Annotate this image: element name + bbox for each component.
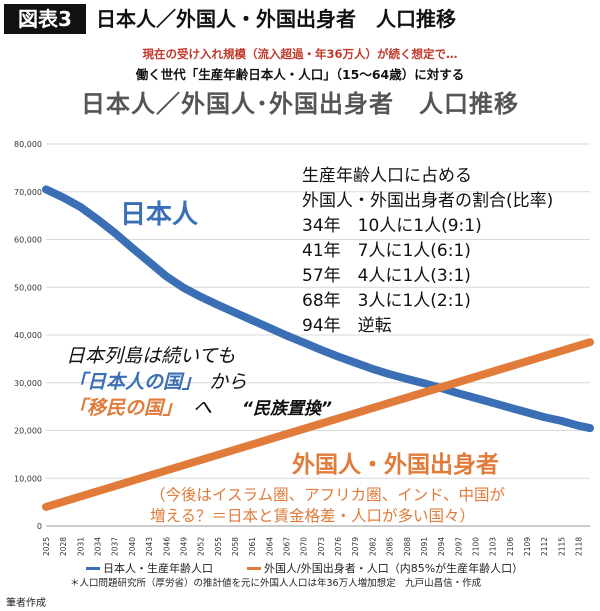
immigrant-nation-text: 「移民の国」 — [68, 397, 182, 419]
x-tick-label: 2040 — [128, 537, 137, 556]
legend-label-japanese: 日本人・生産年齢人口 — [103, 561, 213, 575]
x-tick-label: 2103 — [489, 537, 498, 556]
x-tick-label: 2046 — [162, 537, 171, 556]
ratio-box-line: 生産年齢人口に占める — [302, 166, 472, 186]
x-tick-label: 2034 — [94, 537, 103, 556]
x-tick-label: 2118 — [575, 537, 584, 556]
ratio-box-line: 68年 3人に1人(2:1) — [302, 291, 471, 311]
y-tick-label: 40,000 — [14, 331, 42, 340]
ratio-box-line: 34年 10人に1人(9:1) — [302, 216, 482, 236]
x-tick-label: 2061 — [248, 537, 257, 556]
legend-swatch-foreign — [247, 567, 261, 570]
y-tick-label: 50,000 — [14, 283, 42, 292]
x-tick-label: 2055 — [214, 537, 223, 556]
chart-title: 日本人／外国人･外国出身者 人口推移 — [81, 90, 519, 118]
archipelago-text: 日本列島は続いても — [66, 345, 235, 367]
subtitle-assumption: 現在の受け入れ規模（流入超過・年36万人）が続く想定で… — [142, 47, 458, 61]
x-tick-label: 2073 — [317, 537, 326, 556]
x-tick-label: 2082 — [368, 537, 377, 556]
foreign-series-label: 外国人・外国出身者 — [292, 451, 499, 478]
y-tick-label: 30,000 — [14, 379, 42, 388]
x-tick-label: 2058 — [231, 537, 240, 556]
subtitle-working-age: 働く世代「生産年齢日本人・人口」（15〜64歳）に対する — [135, 67, 465, 82]
x-tick-label: 2085 — [386, 537, 395, 556]
x-tick-label: 2115 — [557, 537, 566, 556]
y-tick-label: 10,000 — [14, 474, 42, 483]
x-tick-label: 2106 — [506, 537, 515, 556]
y-tick-label: 80,000 — [14, 140, 42, 149]
y-tick-label: 60,000 — [14, 236, 42, 245]
he-text: へ — [193, 397, 212, 419]
x-tick-label: 2088 — [403, 537, 412, 556]
foreign-note-line: （今後はイスラム圏、アフリカ圏、インド、中国が — [150, 486, 505, 504]
kara-text: から — [209, 371, 247, 393]
x-tick-label: 2052 — [197, 537, 206, 556]
x-axis-ticks: 2025 2028 2031 2034 2037 2040 2043 2046 2049 2052… — [42, 537, 584, 556]
legend-label-foreign: 外国人/外国出身者・人口（内85%が生産年齢人口） — [264, 561, 523, 575]
y-axis-ticks: 0 10,000 20,000 30,000 40,000 50,000 60,000 70,… — [14, 140, 42, 531]
replacement-text: “民族置換” — [242, 399, 332, 419]
x-tick-label: 2031 — [76, 537, 85, 556]
x-tick-label: 2076 — [334, 537, 343, 556]
header-bar: 図表3 日本人／外国人・外国出身者 人口推移 — [0, 0, 600, 38]
x-tick-label: 2109 — [523, 537, 532, 556]
header-title: 日本人／外国人・外国出身者 人口推移 — [96, 7, 456, 31]
x-tick-label: 2100 — [471, 537, 480, 556]
x-tick-label: 2049 — [179, 537, 188, 556]
legend: 日本人・生産年齢人口 外国人/外国出身者・人口（内85%が生産年齢人口） — [86, 561, 523, 575]
japanese-population-line — [42, 185, 594, 433]
x-tick-label: 2025 — [42, 537, 51, 556]
x-tick-label: 2079 — [351, 537, 360, 556]
x-tick-label: 2037 — [111, 537, 120, 556]
x-tick-label: 2067 — [283, 537, 292, 556]
y-tick-label: 20,000 — [14, 427, 42, 436]
x-tick-label: 2064 — [265, 537, 274, 556]
ratio-box-line: 外国人・外国出身者の割合(比率) — [302, 191, 553, 211]
japanese-series-label: 日本人 — [120, 200, 198, 230]
ratio-box-line: 94年 逆転 — [302, 316, 392, 336]
x-tick-label: 2112 — [540, 537, 549, 556]
x-tick-label: 2070 — [300, 537, 309, 556]
x-tick-label: 2097 — [454, 537, 463, 556]
x-tick-label: 2028 — [59, 537, 68, 556]
foreign-population-line — [42, 338, 594, 511]
ratio-box-line: 57年 4人に1人(3:1) — [302, 266, 471, 286]
footer-credit: 筆者作成 — [6, 598, 46, 609]
ratio-box-line: 41年 7人に1人(6:1) — [302, 241, 471, 261]
source-note: ＊人口問題研究所（厚労省）の推計値を元に外国人人口は年36万人増加想定 九戸山昌… — [70, 577, 482, 589]
series-lines — [42, 185, 594, 511]
nation-annotation: 日本列島は続いても 「日本人の国」 から 「移民の国」 へ “民族置換” — [66, 345, 332, 419]
ratio-box: 生産年齢人口に占める 外国人・外国出身者の割合(比率) 34年 10人に1人(9… — [302, 166, 553, 336]
legend-swatch-japanese — [86, 567, 100, 570]
japanese-nation-text: 「日本人の国」 — [68, 371, 201, 393]
foreign-note-line: 増える？＝日本と賃金格差・人口が多い国々） — [150, 507, 475, 525]
y-tick-label: 0 — [37, 522, 42, 531]
figure-number-badge: 図表3 — [4, 4, 86, 34]
x-tick-label: 2094 — [437, 537, 446, 556]
x-tick-label: 2043 — [145, 537, 154, 556]
x-tick-label: 2091 — [420, 537, 429, 556]
y-tick-label: 70,000 — [14, 188, 42, 197]
